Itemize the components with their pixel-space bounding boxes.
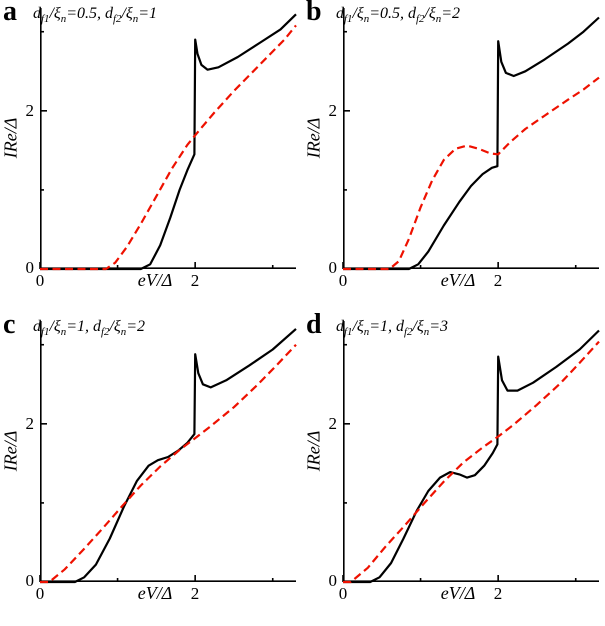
- panel-parameters: df1/ξn=0.5, df2/ξn=1: [33, 5, 157, 26]
- x-tick-label-0: 0: [35, 584, 45, 603]
- y-tick-label-0: 0: [25, 571, 35, 590]
- y-tick-label-2: 2: [25, 414, 35, 433]
- y-tick-label-0: 0: [25, 258, 35, 277]
- x-tick-label-0: 0: [35, 271, 45, 290]
- y-axis-label: IRe/Δ: [303, 117, 324, 159]
- panel-c: c df1/ξn=1, df2/ξn=2 IRe/Δ 2 0 0 2 eV/Δ: [0, 309, 302, 626]
- panel-letter: a: [3, 0, 17, 27]
- y-tick-label-2: 2: [328, 414, 338, 433]
- plot-area: [39, 8, 297, 271]
- panel-a: a df1/ξn=0.5, df2/ξn=1 IRe/Δ 2 0 0 2 eV/…: [0, 0, 302, 313]
- x-axis-label: eV/Δ: [440, 583, 476, 603]
- plot-area: [39, 321, 297, 584]
- y-axis-label: IRe/Δ: [0, 430, 21, 472]
- y-axis-label: IRe/Δ: [0, 117, 21, 159]
- x-axis-label: eV/Δ: [440, 270, 476, 290]
- panel-letter: b: [306, 0, 322, 27]
- y-axis-label: IRe/Δ: [303, 430, 324, 472]
- x-tick-label-0: 0: [338, 271, 348, 290]
- x-tick-label-0: 0: [338, 584, 348, 603]
- plot-area: [342, 321, 600, 584]
- y-tick-label-2: 2: [25, 101, 35, 120]
- y-tick-label-0: 0: [328, 258, 338, 277]
- plot-area: [342, 8, 600, 271]
- x-axis-label: eV/Δ: [137, 583, 173, 603]
- panel-parameters: df1/ξn=1, df2/ξn=2: [33, 318, 145, 339]
- x-tick-label-2: 2: [190, 271, 200, 290]
- panel-parameters: df1/ξn=0.5, df2/ξn=2: [336, 5, 460, 26]
- y-tick-label-2: 2: [328, 101, 338, 120]
- panel-letter: d: [306, 309, 322, 340]
- x-tick-label-2: 2: [493, 584, 503, 603]
- y-tick-label-0: 0: [328, 571, 338, 590]
- panel-d: d df1/ξn=1, df2/ξn=3 IRe/Δ 2 0 0 2 eV/Δ: [303, 309, 605, 626]
- x-axis-label: eV/Δ: [137, 270, 173, 290]
- x-tick-label-2: 2: [190, 584, 200, 603]
- x-tick-label-2: 2: [493, 271, 503, 290]
- panel-b: b df1/ξn=0.5, df2/ξn=2 IRe/Δ 2 0 0 2 eV/…: [303, 0, 605, 313]
- panel-parameters: df1/ξn=1, df2/ξn=3: [336, 318, 448, 339]
- panel-letter: c: [3, 309, 16, 340]
